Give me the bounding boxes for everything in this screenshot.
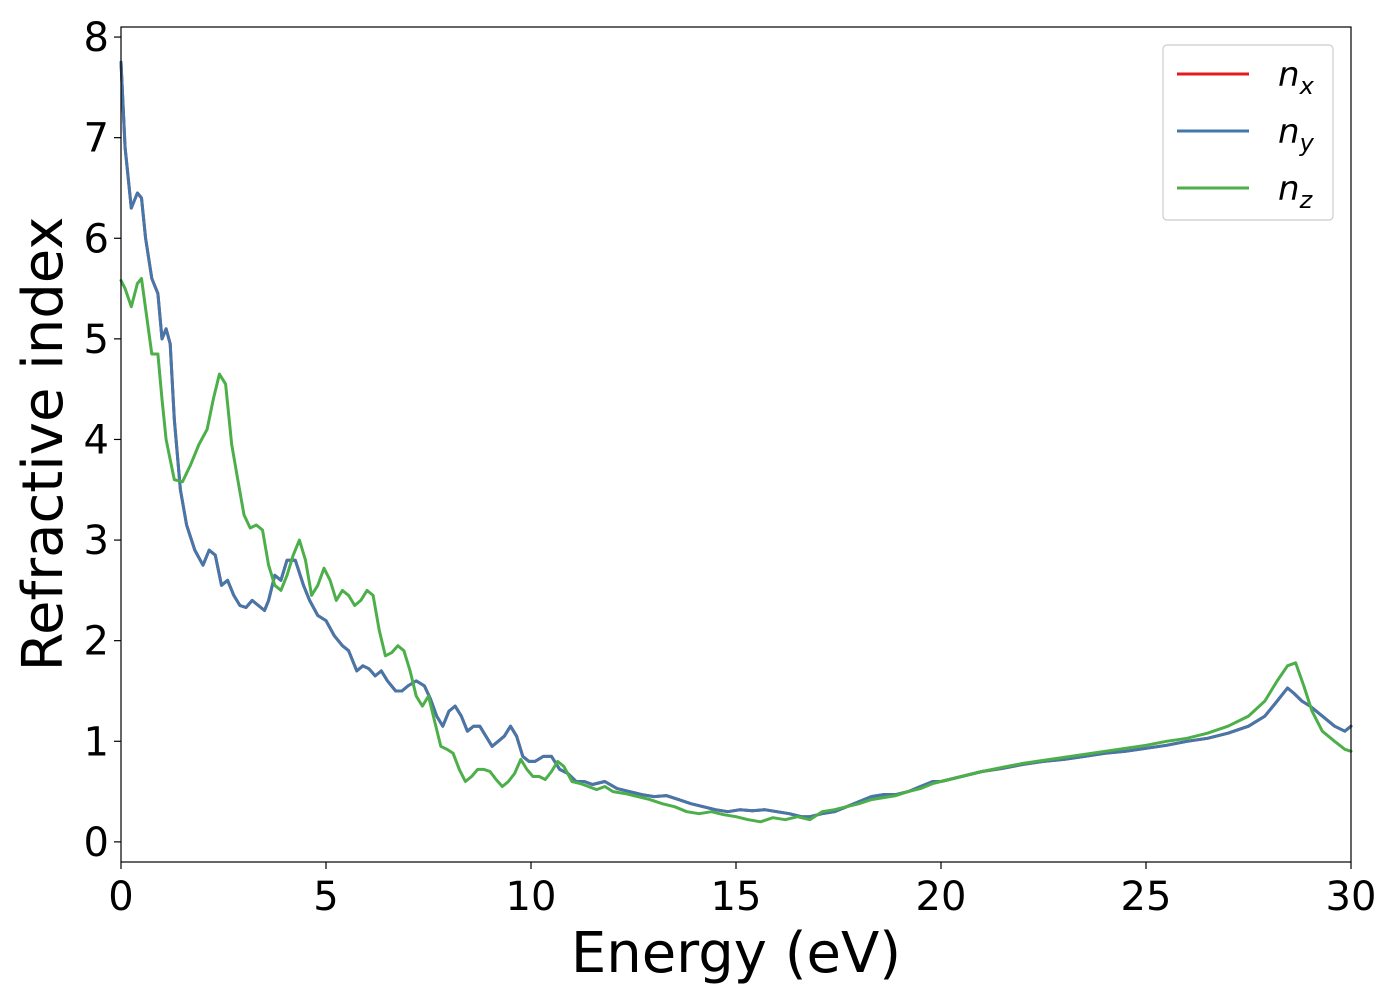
x-axis-label: Energy (eV) <box>571 921 901 986</box>
legend-label-subscript: z <box>1299 186 1314 214</box>
y-axis: 0 1 2 3 4 5 6 7 8 <box>84 15 121 866</box>
legend-label-subscript: x <box>1299 72 1315 100</box>
y-tick-label: 2 <box>84 619 109 665</box>
y-tick-label: 1 <box>84 719 109 765</box>
x-tick-label: 30 <box>1326 874 1377 920</box>
x-tick-label: 5 <box>313 874 338 920</box>
x-tick-label: 10 <box>506 874 557 920</box>
legend-label-x: nx <box>1278 55 1315 100</box>
x-axis: 0 5 10 15 20 25 30 <box>108 862 1376 920</box>
y-tick-label: 5 <box>84 317 109 363</box>
legend-label-z: nz <box>1278 169 1314 214</box>
y-tick-label: 4 <box>84 417 109 463</box>
series-line-z <box>119 277 1353 824</box>
series-layer <box>119 60 1353 824</box>
y-tick-label: 6 <box>84 216 109 262</box>
x-tick-label: 15 <box>711 874 762 920</box>
y-tick-label: 7 <box>84 116 109 162</box>
legend-label-main: n <box>1278 55 1300 95</box>
legend-label-subscript: y <box>1299 129 1315 157</box>
y-tick-label: 8 <box>84 15 109 61</box>
y-axis-label: Refractive index <box>11 217 76 672</box>
x-tick-label: 0 <box>108 874 133 920</box>
legend-label-main: n <box>1278 169 1300 209</box>
x-tick-label: 20 <box>916 874 967 920</box>
x-tick-label: 25 <box>1121 874 1172 920</box>
legend-label-main: n <box>1278 112 1300 152</box>
y-tick-label: 0 <box>84 820 109 866</box>
y-tick-label: 3 <box>84 518 109 564</box>
legend-label-y: ny <box>1278 112 1315 157</box>
